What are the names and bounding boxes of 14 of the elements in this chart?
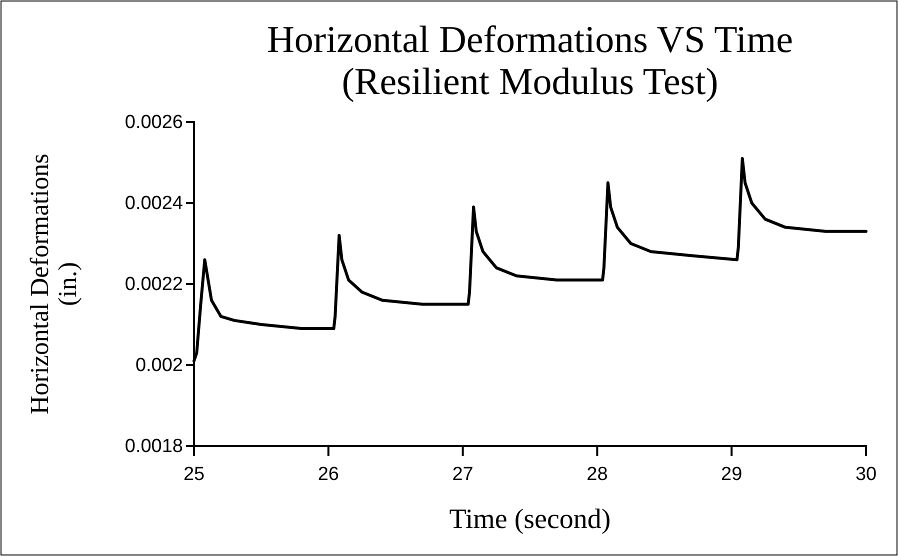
chart-title: Horizontal Deformations VS Time (Resilient Modulus Test) — [266, 19, 794, 103]
y-tick-label: 0.002 — [135, 355, 183, 376]
x-tick-label: 28 — [586, 464, 608, 485]
x-tick-label: 29 — [721, 464, 742, 485]
y-axis-title: Horizontal Deformations (in.) — [25, 154, 82, 414]
x-tick-label: 25 — [183, 464, 205, 485]
x-tick-label: 30 — [855, 464, 877, 485]
x-tick-label: 27 — [452, 464, 474, 485]
y-tick-label: 0.0022 — [124, 274, 183, 296]
x-tick-label: 26 — [318, 464, 339, 485]
y-tick-label: 0.0026 — [124, 112, 183, 134]
x-axis-title: Time (second) — [449, 504, 611, 535]
y-tick-label: 0.0018 — [124, 436, 183, 458]
y-tick-label: 0.0024 — [124, 193, 184, 214]
